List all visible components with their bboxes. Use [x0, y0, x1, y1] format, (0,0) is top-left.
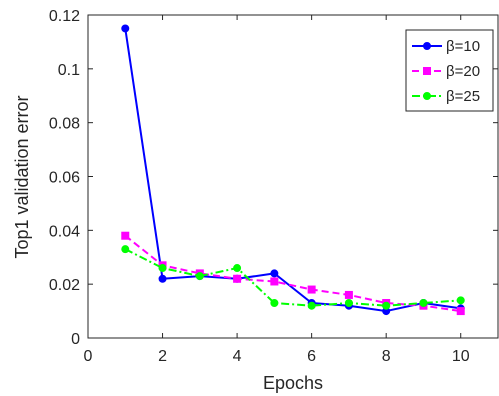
legend-marker — [423, 67, 431, 75]
data-point — [344, 290, 353, 299]
x-axis-label: Epochs — [263, 373, 323, 393]
data-point — [270, 277, 279, 286]
data-point — [307, 301, 316, 310]
data-point — [382, 301, 391, 310]
legend-item: β=25 — [412, 88, 480, 105]
series-layer — [121, 24, 465, 316]
data-point — [233, 274, 242, 283]
x-tick-label: 2 — [158, 348, 167, 365]
legend-item: β=20 — [412, 63, 480, 80]
legend: β=10 β=20 β=25 — [405, 29, 494, 112]
x-tick-label: 4 — [233, 348, 242, 365]
data-point — [195, 272, 204, 281]
data-point — [121, 231, 130, 240]
legend-item: β=10 — [412, 38, 480, 55]
y-tick-label: 0.12 — [49, 8, 80, 25]
legend-marker — [423, 92, 431, 100]
legend-marker — [423, 42, 431, 50]
data-point — [121, 245, 130, 254]
data-point — [121, 24, 130, 33]
y-tick-label: 0 — [71, 331, 80, 348]
series-3 — [121, 245, 465, 310]
legend-label: β=25 — [446, 88, 480, 105]
data-point — [344, 299, 353, 308]
y-tick-label: 0.1 — [58, 62, 80, 79]
data-point — [158, 274, 167, 283]
data-point — [233, 264, 242, 273]
series-line — [124, 248, 461, 307]
data-point — [456, 307, 465, 316]
data-point — [456, 296, 465, 305]
x-axis-ticks: 0 2 4 6 8 10 — [84, 15, 470, 365]
x-tick-label: 10 — [452, 348, 470, 365]
series-line — [124, 234, 461, 313]
data-point — [419, 299, 428, 308]
data-point — [270, 269, 279, 278]
y-axis-label: Top1 validation error — [12, 95, 32, 258]
y-tick-label: 0.02 — [49, 277, 80, 294]
data-point — [158, 264, 167, 273]
x-tick-label: 8 — [382, 348, 391, 365]
legend-label: β=20 — [446, 63, 480, 80]
y-axis-ticks: 0 0.02 0.04 0.06 0.08 0.1 0.12 — [49, 8, 498, 348]
legend-box — [405, 29, 494, 112]
x-tick-label: 6 — [307, 348, 316, 365]
y-tick-label: 0.08 — [49, 116, 80, 133]
data-point — [270, 299, 279, 308]
y-tick-label: 0.06 — [49, 170, 80, 187]
y-tick-label: 0.04 — [49, 223, 80, 240]
series-line — [124, 28, 461, 313]
data-point — [307, 285, 316, 294]
legend-label: β=10 — [446, 38, 480, 55]
x-tick-label: 0 — [84, 348, 93, 365]
